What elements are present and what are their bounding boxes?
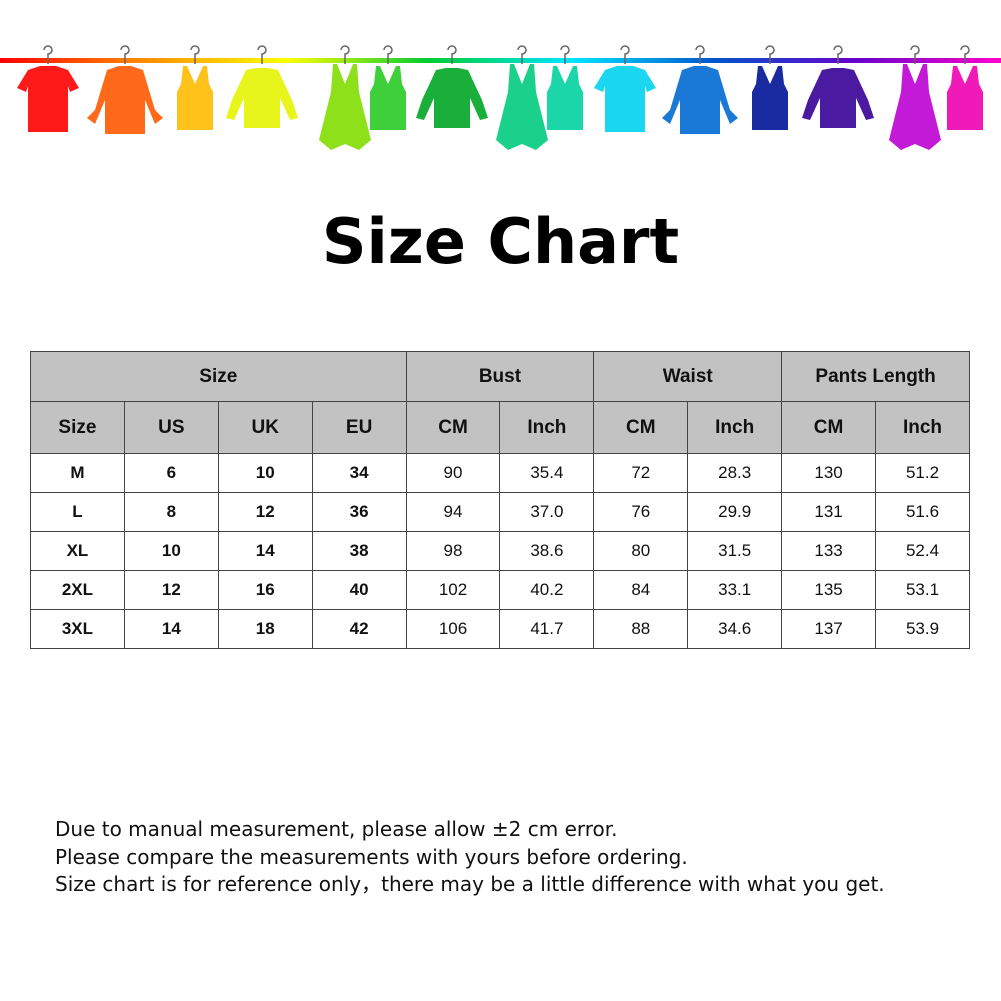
group-header-pants-length: Pants Length — [781, 351, 970, 402]
table-cell: 35.4 — [499, 453, 595, 493]
tshirt-icon — [594, 45, 656, 132]
table-cell: XL — [30, 531, 125, 571]
table-cell: L — [30, 492, 125, 532]
table-cell: 88 — [593, 609, 689, 649]
column-header: CM — [593, 401, 689, 454]
table-cell: 29.9 — [687, 492, 783, 532]
tank-top-icon — [547, 45, 583, 130]
table-cell: 98 — [405, 531, 501, 571]
table-row: XL 10 14 38 98 38.6 80 31.5 133 52.4 — [30, 531, 970, 571]
table-cell: 53.1 — [875, 570, 970, 610]
table-cell: 28.3 — [687, 453, 783, 493]
table-cell: 72 — [593, 453, 689, 493]
tank-top-icon — [947, 45, 983, 130]
group-header-waist: Waist — [593, 351, 783, 402]
dress-icon — [319, 45, 371, 150]
table-cell: 31.5 — [687, 531, 783, 571]
table-cell: 102 — [405, 570, 501, 610]
table-cell: 12 — [217, 492, 313, 532]
note-line: Size chart is for reference only，there m… — [55, 872, 885, 896]
table-cell: 131 — [781, 492, 877, 532]
sweater-icon — [802, 45, 874, 128]
group-header-bust: Bust — [405, 351, 595, 402]
table-cell: 40.2 — [499, 570, 595, 610]
table-row: L 8 12 36 94 37.0 76 29.9 131 51.6 — [30, 492, 970, 532]
column-header: Inch — [687, 401, 783, 454]
table-cell: 10 — [123, 531, 219, 571]
clothes-banner — [0, 45, 1001, 150]
column-header: UK — [217, 401, 313, 454]
table-cell: 34 — [311, 453, 407, 493]
size-chart-table: Size Bust Waist Pants Length Size US UK EU C… — [30, 351, 970, 649]
column-header: EU — [311, 401, 407, 454]
shirt-icon — [87, 45, 163, 134]
table-cell: 53.9 — [875, 609, 970, 649]
tank-top-icon — [370, 45, 406, 130]
dress-icon — [496, 45, 548, 150]
column-header: CM — [405, 401, 501, 454]
table-row: 3XL 14 18 42 106 41.7 88 34.6 137 53.9 — [30, 609, 970, 649]
table-cell: 14 — [217, 531, 313, 571]
table-row: 2XL 12 16 40 102 40.2 84 33.1 135 53.1 — [30, 570, 970, 610]
table-cell: 38.6 — [499, 531, 595, 571]
table-cell: 34.6 — [687, 609, 783, 649]
sweater-icon — [416, 45, 488, 128]
note-line: Due to manual measurement, please allow … — [55, 817, 618, 841]
table-cell: 84 — [593, 570, 689, 610]
table-cell: 10 — [217, 453, 313, 493]
table-cell: 76 — [593, 492, 689, 532]
table-cell: 16 — [217, 570, 313, 610]
column-header: Inch — [875, 401, 970, 454]
table-cell: 8 — [123, 492, 219, 532]
table-cell: 51.6 — [875, 492, 970, 532]
table-cell: 38 — [311, 531, 407, 571]
table-cell: 130 — [781, 453, 877, 493]
column-header: US — [123, 401, 219, 454]
shirt-icon — [662, 45, 738, 134]
column-header: Size — [30, 401, 125, 454]
table-row: M 6 10 34 90 35.4 72 28.3 130 51.2 — [30, 453, 970, 493]
table-cell: 52.4 — [875, 531, 970, 571]
table-cell: 135 — [781, 570, 877, 610]
table-cell: 6 — [123, 453, 219, 493]
table-cell: 33.1 — [687, 570, 783, 610]
page-title: Size Chart — [321, 205, 680, 278]
tank-top-icon — [752, 45, 788, 130]
table-cell: 42 — [311, 609, 407, 649]
table-cell: 106 — [405, 609, 501, 649]
table-cell: 18 — [217, 609, 313, 649]
table-cell: 40 — [311, 570, 407, 610]
column-header: Inch — [499, 401, 595, 454]
table-cell: 36 — [311, 492, 407, 532]
table-cell: 90 — [405, 453, 501, 493]
tshirt-icon — [17, 45, 79, 132]
tank-top-icon — [177, 45, 213, 130]
table-cell: 137 — [781, 609, 877, 649]
table-cell: 2XL — [30, 570, 125, 610]
notes: Due to manual measurement, please allow … — [55, 816, 885, 899]
table-cell: M — [30, 453, 125, 493]
table-cell: 94 — [405, 492, 501, 532]
sweater-icon — [226, 45, 298, 128]
dress-icon — [889, 45, 941, 150]
table-cell: 14 — [123, 609, 219, 649]
table-cell: 133 — [781, 531, 877, 571]
table-cell: 51.2 — [875, 453, 970, 493]
table-cell: 41.7 — [499, 609, 595, 649]
column-header: CM — [781, 401, 877, 454]
hanging-rail — [0, 58, 1001, 63]
table-cell: 12 — [123, 570, 219, 610]
table-cell: 3XL — [30, 609, 125, 649]
table-cell: 80 — [593, 531, 689, 571]
group-header-size: Size — [30, 351, 407, 402]
table-cell: 37.0 — [499, 492, 595, 532]
note-line: Please compare the measurements with you… — [55, 844, 688, 869]
